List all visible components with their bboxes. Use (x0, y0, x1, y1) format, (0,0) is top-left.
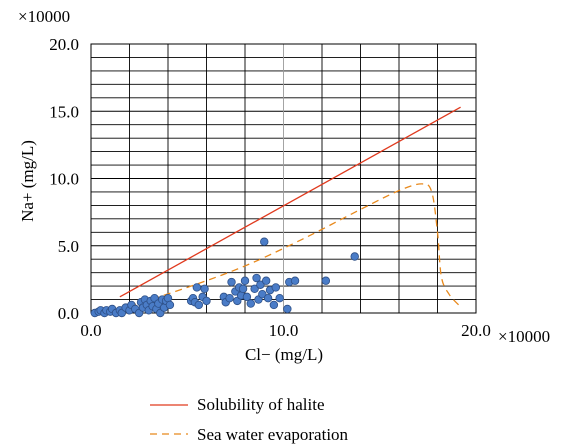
y-tick-label: 10.0 (49, 170, 79, 189)
data-point (225, 294, 234, 303)
data-point (271, 283, 280, 292)
x-tick-label: 0.0 (80, 321, 101, 340)
grid (90, 43, 477, 314)
y-tick-label: 5.0 (58, 237, 79, 256)
y-scale-label: ×10000 (18, 7, 70, 26)
data-point (256, 280, 265, 289)
data-point (242, 292, 252, 302)
x-tick-label: 10.0 (269, 321, 299, 340)
legend-seawater-label: Sea water evaporation (197, 425, 349, 444)
data-point (240, 276, 250, 285)
data-point (350, 252, 359, 261)
x-scale-label: ×10000 (498, 327, 550, 346)
y-tick-label: 20.0 (49, 35, 79, 54)
tick-labels: 0.0 5.0 10.0 15.0 20.0 0.0 10.0 20.0 (49, 35, 491, 340)
data-point (263, 294, 273, 303)
y-tick-label: 15.0 (49, 102, 79, 121)
sea-water-evaporation-line (129, 183, 460, 307)
legend-halite-label: Solubility of halite (197, 395, 325, 414)
data-point (261, 276, 271, 285)
data-point (165, 300, 175, 310)
plot-lines (119, 106, 461, 307)
data-point (275, 294, 284, 303)
legend: Solubility of halite Sea water evaporati… (150, 395, 349, 444)
data-point (227, 277, 236, 287)
data-point (202, 296, 211, 306)
data-point (321, 276, 331, 285)
x-axis-label: Cl− (mg/L) (245, 345, 323, 364)
halite-solubility-line (119, 106, 461, 298)
y-tick-label: 0.0 (58, 304, 79, 323)
y-axis-label: Na+ (mg/L) (18, 140, 37, 222)
data-point (192, 283, 202, 292)
plot-frame (90, 43, 477, 314)
data-point (238, 284, 248, 293)
data-point (258, 289, 267, 299)
x-tick-label: 20.0 (461, 321, 491, 340)
data-point (252, 273, 261, 283)
data-point (250, 284, 259, 293)
data-point (283, 304, 292, 314)
data-point (260, 237, 269, 246)
data-point (290, 276, 300, 285)
data-point (269, 300, 279, 310)
data-points (90, 237, 359, 318)
data-point (200, 284, 209, 293)
data-point (194, 300, 203, 310)
data-point (246, 299, 255, 308)
